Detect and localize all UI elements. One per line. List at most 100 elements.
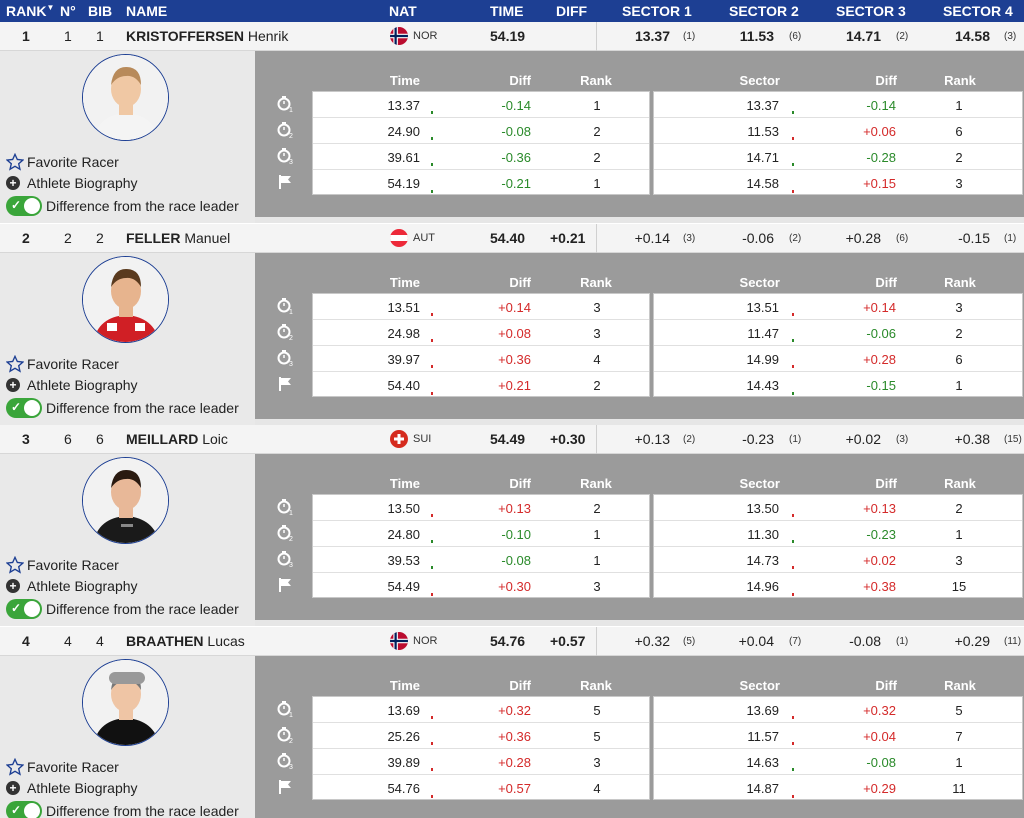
split-times-area: Time Diff Rank Sector Diff Rank 1 2 3 13.51 +0.14 3… (255, 253, 1024, 419)
difference-toggle[interactable]: ✓ (6, 398, 42, 418)
stopwatch-3-icon: 3 (277, 349, 293, 367)
table-row: 39.89 +0.28 3 (313, 749, 649, 775)
svg-text:3: 3 (289, 764, 293, 770)
difference-toggle-row[interactable]: ✓ Difference from the race leader (6, 398, 239, 418)
sector-rank: 3 (955, 553, 963, 568)
athlete-biography-link[interactable]: + Athlete Biography (6, 578, 138, 594)
favorite-racer-link[interactable]: Favorite Racer (5, 152, 119, 171)
racer-name[interactable]: MEILLARD Loic (126, 431, 228, 447)
header-no[interactable]: N° (60, 3, 76, 19)
sector-2-value: 11.53 (739, 28, 774, 44)
split-time: 39.89 (387, 755, 420, 770)
col-header-sector-diff: Diff (875, 678, 897, 693)
stopwatch-2-icon: 2 (277, 524, 293, 542)
table-row: 54.49 +0.30 3 (313, 573, 649, 599)
split-diff: +0.32 (498, 703, 531, 718)
sector-diff: +0.15 (863, 176, 896, 191)
racer-nation: SUI (413, 433, 432, 445)
racer-row[interactable]: 3 6 6 MEILLARD Loic SUI 54.49 +0.30 +0.13 (2) -0.… (0, 425, 1024, 454)
sector-diff: -0.28 (866, 150, 896, 165)
table-row: 13.37 -0.14 1 (654, 92, 1022, 118)
split-time: 13.50 (387, 501, 420, 516)
finish-flag-icon (277, 173, 293, 191)
difference-toggle-row[interactable]: ✓ Difference from the race leader (6, 801, 239, 818)
racer-row[interactable]: 4 4 4 BRAATHEN Lucas NOR 54.76 +0.57 +0.32 (5) +0… (0, 627, 1024, 656)
split-rank: 4 (593, 352, 601, 367)
col-header-diff: Diff (509, 73, 531, 88)
header-sector-1[interactable]: SECTOR 1 (622, 3, 692, 19)
split-rank: 1 (593, 553, 601, 568)
sector-4-rank: (15) (1004, 434, 1022, 445)
sector-diff: +0.14 (863, 300, 896, 315)
avatar (82, 659, 169, 746)
sector-time: 13.51 (746, 300, 779, 315)
difference-label: Difference from the race leader (46, 198, 239, 214)
favorite-racer-link[interactable]: Favorite Racer (5, 555, 119, 574)
favorite-racer-label: Favorite Racer (27, 356, 119, 372)
svg-text:1: 1 (289, 107, 293, 113)
athlete-biography-link[interactable]: + Athlete Biography (6, 175, 138, 191)
split-rank: 5 (593, 729, 601, 744)
header-nat[interactable]: NAT (389, 3, 417, 19)
svg-text:2: 2 (289, 738, 293, 744)
split-diff: +0.08 (498, 326, 531, 341)
sector-table: 13.37 -0.14 1 11.53 +0.06 6 14.71 -0.28 2 14.58 +0… (653, 91, 1023, 195)
athlete-biography-link[interactable]: + Athlete Biography (6, 780, 138, 796)
diff-tick (431, 540, 433, 543)
racer-name[interactable]: BRAATHEN Lucas (126, 633, 245, 649)
diff-tick (431, 716, 433, 719)
header-diff[interactable]: DIFF (556, 3, 588, 19)
header-rank-label: RANK (6, 3, 47, 19)
difference-toggle[interactable]: ✓ (6, 801, 42, 818)
athlete-biography-link[interactable]: + Athlete Biography (6, 377, 138, 393)
sector-diff: +0.29 (863, 781, 896, 796)
split-rank: 5 (593, 703, 601, 718)
col-header-sector-rank: Rank (944, 476, 976, 491)
split-table: 13.50 +0.13 2 24.80 -0.10 1 39.53 -0.08 1 54.49 +0… (312, 494, 650, 598)
header-bib[interactable]: BIB (88, 3, 113, 19)
row-divider (596, 425, 597, 454)
racer-row[interactable]: 2 2 2 FELLER Manuel AUT 54.40 +0.21 +0.14 (3) -0.… (0, 224, 1024, 253)
sector-1-value: +0.32 (634, 633, 670, 649)
header-name[interactable]: NAME (126, 3, 168, 19)
difference-toggle[interactable]: ✓ (6, 599, 42, 619)
sector-time: 14.73 (746, 553, 779, 568)
racer-name[interactable]: KRISTOFFERSEN Henrik (126, 28, 288, 44)
table-row: 11.57 +0.04 7 (654, 723, 1022, 749)
sector-1-rank: (3) (683, 233, 696, 244)
sector-4-value: +0.38 (954, 431, 990, 447)
sector-time: 11.30 (747, 527, 779, 542)
table-row: 24.90 -0.08 2 (313, 118, 649, 144)
athlete-card: Favorite Racer + Athlete Biography ✓ Differe… (0, 253, 255, 425)
table-row: 14.73 +0.02 3 (654, 547, 1022, 573)
header-rank[interactable]: RANK▼ (6, 3, 54, 19)
racer-name[interactable]: FELLER Manuel (126, 230, 230, 246)
athlete-card: Favorite Racer + Athlete Biography ✓ Differe… (0, 656, 255, 818)
col-header-rank: Rank (580, 476, 612, 491)
stopwatch-3-icon: 3 (277, 752, 293, 770)
favorite-racer-link[interactable]: Favorite Racer (5, 757, 119, 776)
table-row: 25.26 +0.36 5 (313, 723, 649, 749)
sector-rank: 1 (955, 755, 963, 770)
difference-toggle-row[interactable]: ✓ Difference from the race leader (6, 599, 239, 619)
favorite-racer-link[interactable]: Favorite Racer (5, 354, 119, 373)
sector-2-value: +0.04 (738, 633, 774, 649)
star-icon (5, 555, 25, 574)
sector-diff-tick (792, 137, 794, 140)
racer-row[interactable]: 1 1 1 KRISTOFFERSEN Henrik NOR 54.19 13.37 (1) 1… (0, 22, 1024, 51)
sector-3-value: +0.28 (845, 230, 881, 246)
svg-text:3: 3 (289, 361, 293, 367)
toggle-knob (24, 198, 40, 214)
row-divider (596, 224, 597, 253)
header-time[interactable]: TIME (490, 3, 524, 19)
header-sector-2[interactable]: SECTOR 2 (729, 3, 799, 19)
split-diff: -0.08 (501, 124, 531, 139)
finish-flag-icon (277, 778, 293, 796)
racer-no: 1 (64, 28, 72, 44)
header-sector-3[interactable]: SECTOR 3 (836, 3, 906, 19)
difference-toggle[interactable]: ✓ (6, 196, 42, 216)
racer-diff: +0.21 (550, 230, 586, 246)
difference-toggle-row[interactable]: ✓ Difference from the race leader (6, 196, 239, 216)
header-sector-4[interactable]: SECTOR 4 (943, 3, 1013, 19)
sector-3-rank: (2) (896, 31, 909, 42)
